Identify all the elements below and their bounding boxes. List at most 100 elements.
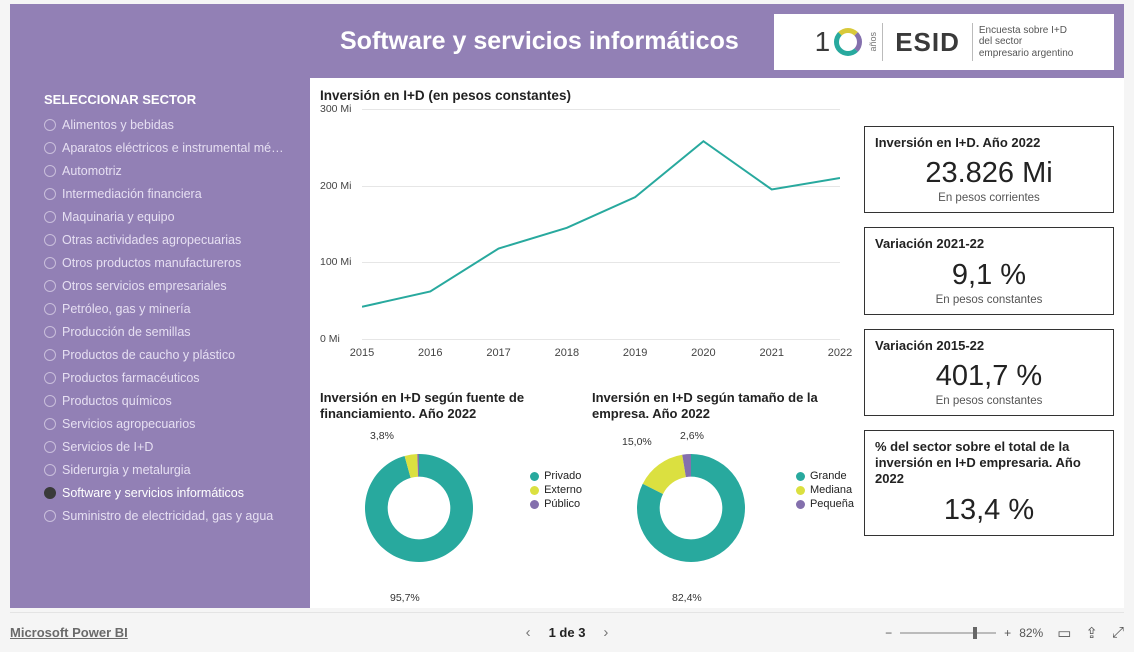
legend-label: Grande [810, 470, 847, 482]
legend-swatch [796, 472, 805, 481]
logo-esid-text: ESID [895, 27, 960, 58]
legend-swatch [530, 486, 539, 495]
legend-swatch [530, 500, 539, 509]
legend-label: Mediana [810, 484, 852, 496]
x-axis-tick: 2021 [759, 347, 783, 359]
kpi-card: Variación 2021-22 9,1 % En pesos constante… [864, 227, 1114, 314]
sector-item[interactable]: Siderurgia y metalurgia [44, 458, 302, 481]
kpi-value: 9,1 % [875, 259, 1103, 292]
logo-ten: 1 [815, 26, 831, 58]
powerbi-link[interactable]: Microsoft Power BI [10, 625, 128, 640]
logo-anos: años [868, 32, 878, 52]
legend-swatch [796, 500, 805, 509]
y-axis-tick: 300 Mi [320, 103, 352, 115]
kpi-unit: En pesos constantes [875, 395, 1103, 407]
legend-item[interactable]: Mediana [796, 484, 854, 496]
kpi-card: Inversión en I+D. Año 2022 23.826 Mi En pe… [864, 126, 1114, 213]
zoom-in-button[interactable]: + [1004, 626, 1011, 640]
sector-item[interactable]: Otros productos manufactureros [44, 251, 302, 274]
donut-funding-legend: Privado Externo Público [530, 468, 582, 512]
legend-item[interactable]: Externo [530, 484, 582, 496]
x-axis-tick: 2020 [691, 347, 715, 359]
fullscreen-icon[interactable]: ⤢ [1112, 624, 1124, 641]
kpi-column: Inversión en I+D. Año 2022 23.826 Mi En pe… [864, 126, 1114, 550]
share-icon[interactable]: ⇪ [1085, 624, 1098, 642]
sector-item[interactable]: Productos químicos [44, 389, 302, 412]
zoom-out-button[interactable]: − [885, 626, 892, 640]
x-axis-tick: 2015 [350, 347, 374, 359]
sector-item[interactable]: Automotriz [44, 159, 302, 182]
legend-swatch [530, 472, 539, 481]
donut-size-callout-top2: 15,0% [622, 436, 652, 448]
x-axis-tick: 2019 [623, 347, 647, 359]
legend-item[interactable]: Público [530, 498, 582, 510]
y-axis-tick: 200 Mi [320, 180, 352, 192]
sector-item[interactable]: Productos de caucho y plástico [44, 343, 302, 366]
x-axis-tick: 2017 [486, 347, 510, 359]
donut-size-title: Inversión en I+D según tamaño de la empr… [592, 390, 854, 423]
sector-item[interactable]: Otros servicios empresariales [44, 274, 302, 297]
donut-size-legend: Grande Mediana Pequeña [796, 468, 854, 512]
sector-item[interactable]: Alimentos y bebidas [44, 113, 302, 136]
logo-ring-icon [834, 28, 862, 56]
report-footer: Microsoft Power BI ‹ 1 de 3 › − + 82% ▭ … [10, 612, 1124, 652]
main-area: Inversión en I+D (en pesos constantes) 0… [310, 78, 1124, 608]
sector-item[interactable]: Producción de semillas [44, 320, 302, 343]
kpi-title: Variación 2021-22 [875, 236, 1103, 252]
donut-funding-chart[interactable] [344, 433, 494, 583]
kpi-unit: En pesos corrientes [875, 192, 1103, 204]
kpi-title: % del sector sobre el total de la invers… [875, 439, 1103, 488]
header-bar: Software y servicios informáticos 1 años… [10, 4, 1124, 78]
sector-item[interactable]: Software y servicios informáticos [44, 481, 302, 504]
sector-item[interactable]: Petróleo, gas y minería [44, 297, 302, 320]
y-axis-tick: 100 Mi [320, 256, 352, 268]
line-chart[interactable]: 0 Mi100 Mi200 Mi300 Mi201520162017201820… [320, 109, 850, 359]
x-axis-tick: 2016 [418, 347, 442, 359]
page-title: Software y servicios informáticos [340, 27, 739, 56]
zoom-slider-track[interactable] [900, 632, 996, 634]
sector-item[interactable]: Maquinaria y equipo [44, 205, 302, 228]
fit-page-icon[interactable]: ▭ [1057, 624, 1071, 642]
donut-funding-callout-bottom: 95,7% [390, 592, 420, 604]
prev-page-button[interactable]: ‹ [522, 622, 535, 643]
sector-list: Alimentos y bebidasAparatos eléctricos e… [44, 113, 302, 527]
legend-swatch [796, 486, 805, 495]
zoom-slider-thumb[interactable] [973, 627, 977, 639]
donut-size-chart[interactable] [616, 433, 766, 583]
dashboard-report: Software y servicios informáticos 1 años… [10, 4, 1124, 608]
x-axis-tick: 2018 [555, 347, 579, 359]
kpi-value: 401,7 % [875, 360, 1103, 393]
zoom-percent: 82% [1019, 626, 1043, 640]
next-page-button[interactable]: › [599, 622, 612, 643]
page-navigator: ‹ 1 de 3 › [522, 622, 613, 643]
kpi-unit: En pesos constantes [875, 294, 1103, 306]
sector-item[interactable]: Servicios de I+D [44, 435, 302, 458]
legend-item[interactable]: Privado [530, 470, 582, 482]
sector-item[interactable]: Servicios agropecuarios [44, 412, 302, 435]
logo-tagline: Encuesta sobre I+D del sector empresario… [979, 25, 1074, 60]
esid-logo: 1 años ESID Encuesta sobre I+D del secto… [774, 14, 1114, 70]
kpi-title: Inversión en I+D. Año 2022 [875, 135, 1103, 151]
sector-item[interactable]: Otras actividades agropecuarias [44, 228, 302, 251]
line-chart-title: Inversión en I+D (en pesos constantes) [320, 88, 850, 103]
x-axis-tick: 2022 [828, 347, 852, 359]
donut-size-box: Inversión en I+D según tamaño de la empr… [592, 390, 854, 610]
kpi-card: Variación 2015-22 401,7 % En pesos constan… [864, 329, 1114, 416]
legend-item[interactable]: Pequeña [796, 498, 854, 510]
legend-item[interactable]: Grande [796, 470, 854, 482]
sector-item[interactable]: Aparatos eléctricos e instrumental mé… [44, 136, 302, 159]
zoom-control[interactable]: − + 82% [885, 626, 1043, 640]
footer-right: − + 82% ▭ ⇪ ⤢ [885, 624, 1124, 642]
donut-funding-callout-top: 3,8% [370, 430, 394, 442]
sector-item[interactable]: Intermediación financiera [44, 182, 302, 205]
sector-item[interactable]: Productos farmacéuticos [44, 366, 302, 389]
kpi-card: % del sector sobre el total de la invers… [864, 430, 1114, 536]
sector-item[interactable]: Suministro de electricidad, gas y agua [44, 504, 302, 527]
donut-size-callout-bottom: 82,4% [672, 592, 702, 604]
legend-label: Privado [544, 470, 581, 482]
donut-size-callout-top1: 2,6% [680, 430, 704, 442]
legend-label: Público [544, 498, 580, 510]
kpi-value: 23.826 Mi [875, 157, 1103, 190]
sidebar-heading: SELECCIONAR SECTOR [44, 92, 302, 107]
kpi-title: Variación 2015-22 [875, 338, 1103, 354]
